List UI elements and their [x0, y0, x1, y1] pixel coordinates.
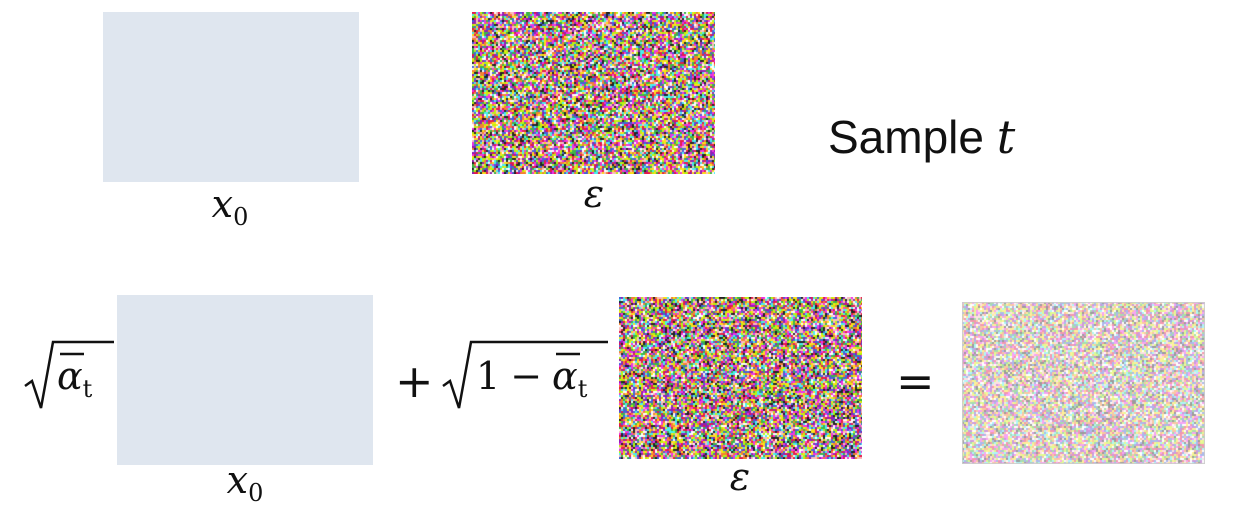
sample-t-text: Sample t [828, 110, 1016, 164]
sqrt-one-minus-alpha-bar-coefficient: 1− αt [440, 334, 612, 414]
sqrt-alpha-bar-coefficient: αt [22, 334, 118, 414]
x0-label-top: x0 [211, 182, 249, 231]
x0-label-bottom: x0 [226, 458, 264, 507]
clean-cat-image-bottom [117, 295, 373, 465]
clean-cat-image-top [103, 12, 359, 182]
epsilon-label-bottom: ε [729, 455, 751, 499]
noise-image-bottom [619, 297, 862, 459]
plus-sign: + [395, 354, 434, 408]
noisy-cat-image [962, 302, 1205, 464]
equals-sign: = [896, 354, 935, 408]
noise-image-top [472, 12, 715, 174]
epsilon-label-top: ε [583, 172, 605, 216]
